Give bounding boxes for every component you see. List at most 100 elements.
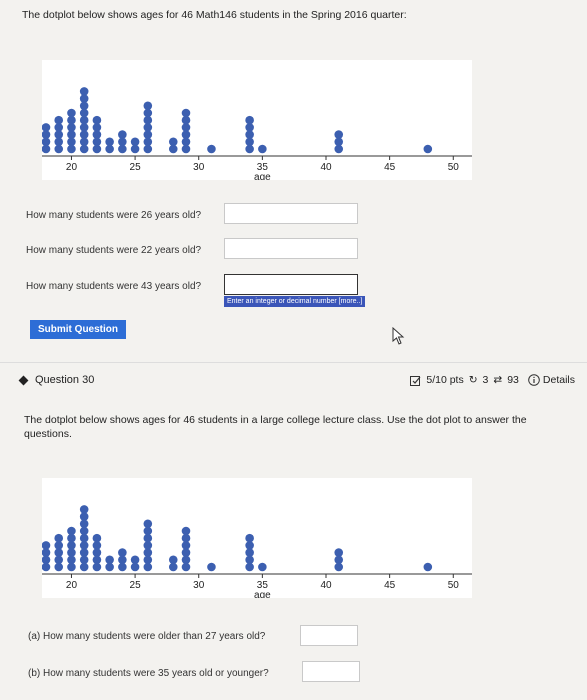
dot-age-29 [181, 555, 191, 565]
x-tick-label-50: 50 [448, 580, 460, 591]
dot-age-20 [67, 130, 76, 139]
dot-age-22 [92, 115, 102, 125]
question-26-label: How many students were 26 years old? [26, 210, 202, 221]
question-22-label: How many students were 22 years old? [26, 245, 202, 256]
question-30-header: Question 30 [18, 374, 94, 386]
dot-age-23 [105, 137, 114, 147]
input-hint[interactable]: Enter an integer or decimal number [more… [224, 296, 366, 307]
dot-age-34 [245, 555, 254, 565]
answer-26-input[interactable] [224, 203, 358, 224]
dot-age-21 [79, 526, 89, 536]
dot-age-28 [168, 144, 178, 154]
dot-age-41 [334, 144, 344, 154]
dot-age-20 [67, 533, 76, 543]
dot-age-26 [143, 101, 153, 111]
dot-age-22 [92, 541, 102, 550]
dot-age-26 [143, 144, 153, 154]
dot-age-19 [54, 130, 64, 139]
dot-age-34 [245, 144, 254, 154]
dot-age-21 [79, 562, 89, 572]
dot-age-18 [42, 130, 51, 139]
dot-age-35 [258, 562, 267, 572]
dot-age-34 [245, 533, 254, 543]
dot-age-22 [92, 562, 102, 572]
dot-age-20 [67, 144, 76, 154]
attempts-count: 93 [507, 374, 519, 386]
dot-age-31 [207, 562, 216, 572]
dot-age-34 [245, 541, 254, 550]
dotplot-q29-svg: 20 25 30 35 40 45 50 age [42, 87, 472, 180]
x-tick-label-30: 30 [193, 162, 205, 173]
part-a-label: (a) How many students were older than 27… [28, 631, 266, 642]
dot-age-26 [143, 137, 153, 147]
dot-age-41 [334, 130, 344, 139]
submit-question-button[interactable]: Submit Question [30, 320, 126, 339]
dot-age-20 [67, 137, 76, 147]
section-divider [0, 362, 587, 363]
dot-age-48 [423, 144, 433, 154]
dot-age-19 [54, 562, 64, 572]
dot-age-21 [79, 505, 89, 514]
dot-age-26 [143, 115, 153, 125]
dot-age-29 [181, 115, 191, 125]
dot-age-21 [79, 101, 89, 111]
dot-age-21 [79, 123, 89, 132]
dotplot-q30: 20 25 30 35 40 45 50 age [42, 478, 472, 598]
dot-age-20 [67, 526, 76, 536]
dot-age-22 [92, 144, 102, 154]
dot-age-26 [143, 519, 153, 529]
answer-43-input[interactable] [224, 274, 358, 295]
dot-age-18 [42, 548, 51, 557]
dot-age-21 [79, 144, 89, 154]
dot-age-24 [118, 548, 127, 557]
dot-age-21 [79, 137, 89, 147]
x-tick-label-25: 25 [130, 162, 142, 173]
dot-age-25 [130, 555, 140, 565]
dot-age-18 [42, 562, 51, 572]
dot-age-18 [42, 137, 51, 147]
checkbox-edit-icon [410, 375, 421, 386]
dot-age-20 [67, 108, 76, 118]
dot-age-25 [130, 144, 140, 154]
dot-age-19 [54, 144, 64, 154]
dot-age-34 [245, 137, 254, 147]
dot-age-26 [143, 123, 153, 132]
dot-age-29 [181, 137, 191, 147]
dot-age-26 [143, 562, 153, 572]
dot-age-21 [79, 108, 89, 118]
x-tick-label-50: 50 [448, 162, 460, 173]
dot-age-26 [143, 548, 153, 557]
dot-age-24 [118, 144, 127, 154]
question-30-meta: 5/10 pts ↻ 3 ⇄ 93 Details [410, 374, 575, 386]
dot-age-29 [181, 144, 191, 154]
details-button[interactable]: Details [528, 374, 575, 386]
dot-age-21 [79, 94, 89, 103]
dot-age-21 [79, 115, 89, 125]
dot-age-22 [92, 137, 102, 147]
dot-age-19 [54, 555, 64, 565]
answer-22-input[interactable] [224, 238, 358, 259]
part-a-input[interactable] [300, 625, 358, 646]
dot-age-21 [79, 555, 89, 565]
dot-age-34 [245, 130, 254, 139]
dot-age-21 [79, 130, 89, 139]
dot-age-31 [207, 144, 216, 154]
dot-age-41 [334, 562, 344, 572]
dot-age-21 [79, 533, 89, 543]
x-tick-label-45: 45 [384, 580, 396, 591]
attempts-icon: ⇄ [493, 374, 503, 386]
dot-age-18 [42, 541, 51, 550]
dotplot-q30-svg: 20 25 30 35 40 45 50 age [42, 505, 472, 598]
dot-age-20 [67, 548, 76, 557]
dot-age-22 [92, 548, 102, 557]
dot-age-28 [168, 137, 178, 147]
dot-age-20 [67, 541, 76, 550]
x-tick-label-20: 20 [66, 580, 78, 591]
dot-age-21 [79, 519, 89, 529]
dot-age-21 [79, 541, 89, 550]
dot-age-18 [42, 123, 51, 132]
part-b-input[interactable] [302, 661, 360, 682]
question-30-description: The dotplot below shows ages for 46 stud… [24, 414, 527, 440]
dot-age-19 [54, 548, 64, 557]
dot-age-22 [92, 130, 102, 139]
